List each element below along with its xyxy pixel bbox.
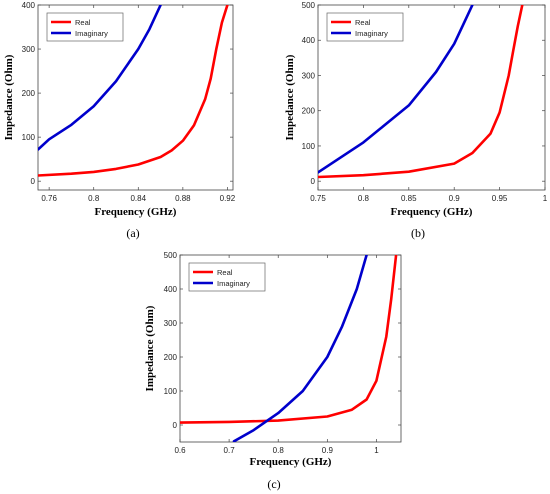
x-tick-label: 1	[543, 194, 548, 203]
panel-caption: (c)	[267, 477, 280, 491]
x-tick-label: 0.84	[130, 194, 146, 203]
x-tick-label: 0.8	[88, 194, 100, 203]
axes-frame	[317, 4, 546, 191]
x-tick-label: 0.7	[224, 446, 236, 455]
series-line-imaginary	[232, 255, 368, 442]
x-tick-label: 0.75	[310, 194, 326, 203]
y-tick-label: 500	[164, 251, 178, 260]
y-tick-label: 0	[311, 177, 316, 186]
y-axis-label: Impedance (Ohm)	[3, 54, 15, 140]
x-tick-label: 0.8	[358, 194, 370, 203]
x-tick-label: 0.88	[175, 194, 191, 203]
y-axis-label: Impedance (Ohm)	[284, 54, 296, 140]
panel-b: 0.75 0.8 0.85 0.9 0.95 1 0 100 200 300 400 500 Real I…	[284, 1, 548, 240]
legend-label-real: Real	[355, 18, 371, 27]
panel-a: 0.76 0.8 0.84 0.88 0.92 0 100 200 300 400 Real Imag…	[3, 1, 236, 240]
x-tick-label: 0.95	[492, 194, 508, 203]
y-tick-label: 100	[22, 133, 36, 142]
y-tick-label: 100	[164, 387, 178, 396]
y-tick-label: 300	[302, 71, 316, 80]
x-tick-label: 0.9	[322, 446, 334, 455]
x-tick-label: 0.85	[401, 194, 417, 203]
x-tick-label: 0.8	[273, 446, 285, 455]
legend-label-imaginary: Imaginary	[75, 29, 108, 38]
x-tick-label: 0.76	[41, 194, 57, 203]
x-tick-label: 0.92	[220, 194, 236, 203]
x-tick-label: 0.6	[174, 446, 186, 455]
x-axis-label: Frequency (GHz)	[95, 206, 177, 218]
y-tick-label: 100	[302, 142, 316, 151]
legend-box	[46, 12, 124, 42]
y-tick-label: 400	[22, 1, 36, 10]
legend-box	[188, 262, 266, 292]
y-tick-label: 400	[164, 285, 178, 294]
y-tick-label: 0	[173, 421, 178, 430]
x-axis-label: Frequency (GHz)	[250, 456, 332, 468]
axes-frame	[179, 254, 402, 443]
y-tick-label: 200	[22, 89, 36, 98]
legend-label-real: Real	[217, 268, 233, 277]
axes-frame	[37, 4, 234, 191]
series-line-imaginary	[318, 5, 474, 174]
panel-caption: (a)	[126, 226, 139, 240]
legend-label-imaginary: Imaginary	[355, 29, 388, 38]
panel-caption: (b)	[411, 226, 425, 240]
y-axis-label: Impedance (Ohm)	[144, 305, 156, 391]
legend-label-real: Real	[75, 18, 91, 27]
x-axis-label: Frequency (GHz)	[391, 206, 473, 218]
series-line-real	[318, 5, 524, 179]
y-tick-label: 0	[31, 177, 36, 186]
series-line-real	[180, 255, 398, 424]
y-tick-label: 300	[22, 45, 36, 54]
legend-label-imaginary: Imaginary	[217, 279, 250, 288]
y-tick-label: 400	[302, 36, 316, 45]
y-tick-label: 200	[164, 353, 178, 362]
x-tick-label: 1	[374, 446, 379, 455]
y-tick-label: 200	[302, 107, 316, 116]
y-tick-label: 500	[302, 1, 316, 10]
series-line-imaginary	[38, 5, 162, 151]
legend-box	[326, 12, 404, 42]
panel-c: 0.6 0.7 0.8 0.9 1 0 100 200 300 400 500 Real Imagina…	[144, 251, 402, 491]
x-tick-label: 0.9	[449, 194, 461, 203]
y-tick-label: 300	[164, 319, 178, 328]
series-line-real	[38, 5, 229, 177]
